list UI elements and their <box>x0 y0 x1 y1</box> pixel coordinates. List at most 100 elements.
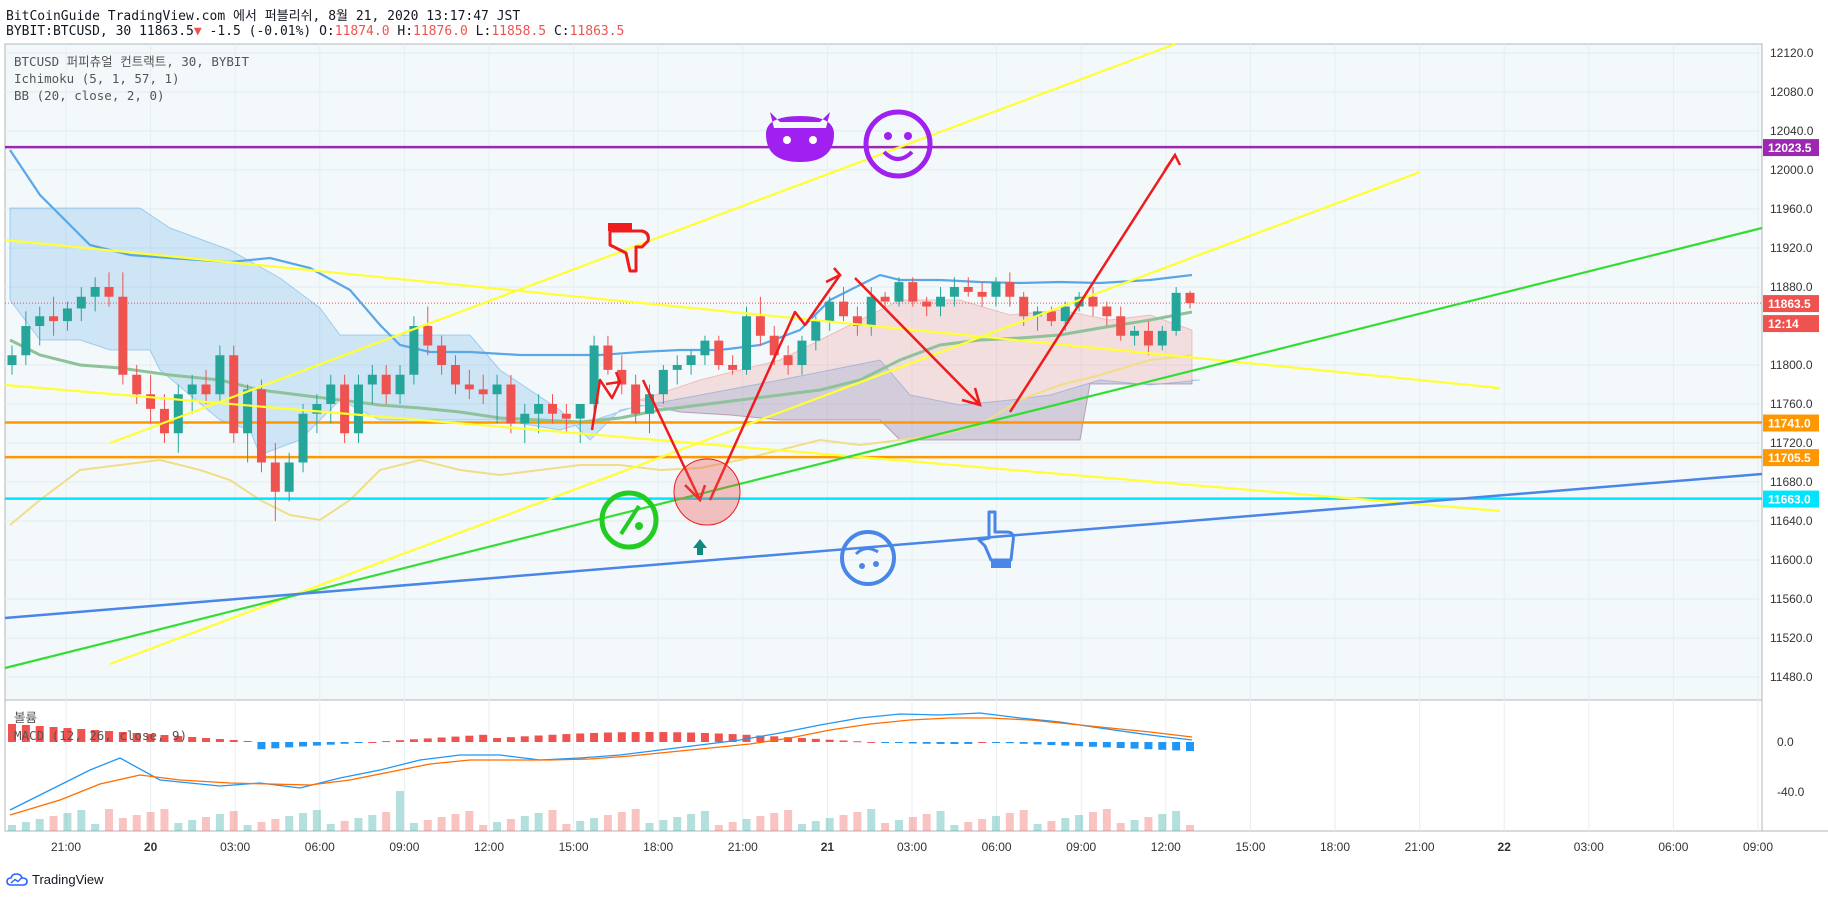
price-tag-label: 12:14 <box>1768 317 1799 331</box>
time-tick-label: 12:00 <box>474 840 504 854</box>
macd-hist-bar <box>1075 742 1084 747</box>
volume-bar <box>867 809 876 831</box>
volume-bar <box>1005 813 1014 831</box>
volume-bar <box>1088 812 1097 831</box>
price-tick-label: 11720.0 <box>1770 436 1813 450</box>
macd-hist-bar <box>35 726 44 742</box>
price-tag-label: 11863.5 <box>1768 297 1811 311</box>
macd-hist-bar <box>908 742 917 744</box>
macd-hist-bar <box>271 742 280 749</box>
cat-eye <box>783 136 791 144</box>
price-axis[interactable]: 12120.0 12080.0 12040.0 12000.0 11960.0 11920… <box>1763 46 1819 799</box>
trend-line-yellow <box>4 238 1501 390</box>
volume-bar <box>1061 818 1070 831</box>
volume-bar <box>562 824 571 831</box>
legend-ichimoku: Ichimoku (5, 1, 57, 1) <box>14 71 180 86</box>
time-tick-label: 03:00 <box>220 840 250 854</box>
arrow-head <box>961 387 982 407</box>
candle-body <box>534 404 544 414</box>
macd-hist-bar <box>1116 742 1125 748</box>
price-tag <box>1763 139 1819 157</box>
candlestick-series <box>7 272 1195 521</box>
macd-hist-bar <box>1158 742 1167 750</box>
volume-bar <box>340 821 349 831</box>
macd-hist-bar <box>576 733 585 742</box>
candle-body <box>922 301 932 307</box>
time-tick-label: 12:00 <box>1151 840 1181 854</box>
macd-hist-bar <box>770 736 779 742</box>
volume-bar <box>1116 823 1125 831</box>
cat-face-icon <box>766 112 834 162</box>
macd-hist-bar <box>853 741 862 743</box>
macd-hist-bar <box>728 734 737 742</box>
time-axis[interactable]: 21:00 20 03:00 06:00 09:00 12:00 15:00 18:00 21:… <box>51 840 1773 854</box>
volume-bar <box>35 819 44 831</box>
candle-body <box>547 404 557 414</box>
macd-hist-bar <box>1144 742 1153 750</box>
arrow-path <box>708 274 842 501</box>
macd-hist-bar <box>825 739 834 742</box>
volume-bar <box>770 813 779 831</box>
macd-hist-bar <box>118 732 127 742</box>
price-tick-label: 11760.0 <box>1770 397 1813 411</box>
pointing-hand-icon <box>977 510 1015 568</box>
macd-hist-bar <box>174 736 183 742</box>
volume-bar <box>202 817 211 831</box>
macd-hist-bar <box>506 737 515 742</box>
candle-body <box>215 355 225 395</box>
macd-hist-bar <box>978 742 987 743</box>
time-tick-label: 03:00 <box>1574 840 1604 854</box>
candle-body <box>672 365 682 370</box>
macd-hist-bar <box>493 738 502 742</box>
footer-brand[interactable]: TradingView <box>6 872 104 887</box>
ichimoku-lagging <box>9 354 1193 526</box>
macd-hist-bar <box>1047 742 1056 745</box>
time-tick-label: 18:00 <box>643 840 673 854</box>
time-tick-label: 15:00 <box>559 840 589 854</box>
price-tag <box>1763 315 1819 333</box>
green-face-icon <box>599 490 659 550</box>
price-tick-label: 12120.0 <box>1770 46 1814 60</box>
macd-hist-bar <box>382 741 391 743</box>
volume-bar <box>396 791 405 831</box>
macd-hist-bar <box>534 735 543 742</box>
candle-body <box>187 384 197 395</box>
macd-hist-bar <box>396 740 405 742</box>
volume-bar <box>1144 817 1153 831</box>
candle-body <box>825 301 835 322</box>
volume-bar <box>659 820 668 831</box>
price-tag-label: 12023.5 <box>1768 141 1812 155</box>
sub-pane[interactable] <box>4 699 1763 832</box>
legend-volume: 볼륨 <box>14 710 37 725</box>
candle-body <box>866 296 876 326</box>
legend-symbol: BTCUSD 퍼피츄얼 컨트랙트, 30, BYBIT <box>14 54 249 69</box>
volume-bar <box>853 812 862 831</box>
macd-hist-bar <box>21 725 30 742</box>
cat-shape <box>766 112 834 162</box>
volume-bar <box>105 809 114 831</box>
price-tag <box>1763 490 1819 508</box>
volume-bar <box>451 814 460 831</box>
candle-body <box>21 326 31 356</box>
volume-macd-pane <box>8 712 1194 831</box>
arrow-path <box>641 379 702 501</box>
candle-body <box>409 326 419 375</box>
candle-body <box>658 369 668 395</box>
volume-bar <box>742 819 751 831</box>
macd-hist-bar <box>340 742 349 744</box>
candle-body <box>839 301 849 317</box>
time-tick-label: 15:00 <box>1235 840 1265 854</box>
volume-bar <box>1033 824 1042 831</box>
volume-bar <box>784 810 793 831</box>
volume-bar <box>271 819 280 831</box>
blue-face-eye <box>873 561 879 567</box>
macd-hist-bar <box>63 728 72 742</box>
candle-body <box>769 335 779 356</box>
candle-body <box>575 404 585 419</box>
candle-body <box>561 413 571 419</box>
smile-outline <box>863 109 933 179</box>
volume-bar <box>257 822 266 831</box>
last-price: 11863.5 <box>139 24 194 39</box>
volume-bar <box>797 824 806 831</box>
